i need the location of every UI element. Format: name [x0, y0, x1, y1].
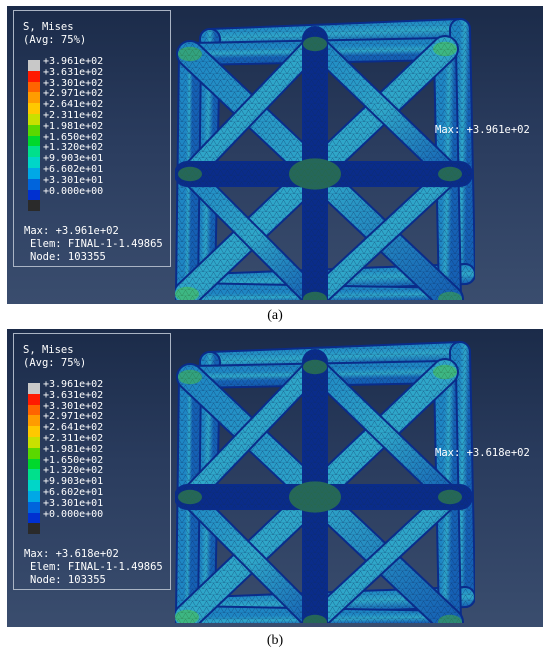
legend-value: +2.971e+02: [43, 411, 104, 423]
legend-value: +2.311e+02: [43, 109, 104, 121]
color-swatch: [28, 393, 40, 405]
legend-value: +3.301e+01: [43, 497, 104, 509]
max-location-label: Max: +3.618e+02: [435, 447, 530, 459]
color-swatch: [28, 167, 40, 179]
color-swatch: [28, 458, 40, 470]
legend-value: +3.631e+02: [43, 389, 104, 401]
color-swatch: [28, 436, 40, 448]
lattice-mesh-render: [175, 18, 475, 300]
color-swatch: [28, 178, 40, 190]
stress-legend: S, Mises (Avg: 75%) +3.961e+02 +3.631e+0…: [13, 10, 171, 267]
max-info: Max: +3.618e+02 Elem: FINAL-1-1.49865 No…: [24, 548, 163, 587]
legend-value: +3.301e+01: [43, 174, 104, 186]
max-location-label: Max: +3.961e+02: [435, 124, 530, 136]
legend-values: +3.961e+02 +3.631e+02 +3.301e+02 +2.971e…: [43, 56, 104, 197]
legend-value: +1.650e+02: [43, 131, 104, 143]
legend-value: +3.961e+02: [43, 379, 104, 390]
max-info: Max: +3.961e+02 Elem: FINAL-1-1.49865 No…: [24, 225, 163, 264]
color-swatch: [28, 490, 40, 502]
color-swatch: [28, 200, 40, 212]
fea-panel-a: S, Mises (Avg: 75%) +3.961e+02 +3.631e+0…: [7, 6, 543, 304]
color-swatch: [28, 426, 40, 437]
legend-value: +0.000e+00: [43, 508, 104, 520]
legend-value: +3.301e+02: [43, 77, 104, 89]
legend-value: +2.311e+02: [43, 432, 104, 444]
color-swatch: [28, 501, 40, 513]
legend-value: +1.981e+02: [43, 443, 104, 455]
color-swatch: [28, 103, 40, 114]
max-value-text: Max: +3.961e+02: [24, 225, 119, 237]
legend-value: +3.961e+02: [43, 56, 104, 67]
color-swatch: [28, 189, 40, 201]
node-text: Node: 103355: [30, 251, 106, 263]
color-swatch: [28, 415, 40, 427]
legend-value: +9.903e+01: [43, 476, 104, 488]
legend-value: +2.641e+02: [43, 422, 104, 434]
color-swatch: [28, 70, 40, 82]
color-swatch: [28, 480, 40, 491]
color-swatch: [28, 81, 40, 93]
color-swatch: [28, 146, 40, 158]
color-swatch: [28, 135, 40, 147]
color-swatch: [28, 404, 40, 416]
legend-title: S, Mises: [23, 21, 74, 33]
caption-a: (a): [267, 308, 283, 323]
element-text: Elem: FINAL-1-1.49865: [30, 561, 163, 573]
legend-subtitle: (Avg: 75%): [23, 357, 87, 369]
legend-value: +0.000e+00: [43, 185, 104, 197]
color-scale: [28, 383, 40, 535]
legend-value: +2.971e+02: [43, 88, 104, 100]
color-swatch: [28, 157, 40, 168]
legend-value: +1.320e+02: [43, 142, 104, 154]
legend-value: +3.631e+02: [43, 66, 104, 78]
element-text: Elem: FINAL-1-1.49865: [30, 238, 163, 250]
legend-value: +6.602e+01: [43, 486, 104, 498]
color-swatch: [28, 523, 40, 535]
legend-values: +3.961e+02 +3.631e+02 +3.301e+02 +2.971e…: [43, 379, 104, 520]
legend-value: +1.320e+02: [43, 465, 104, 477]
legend-subtitle: (Avg: 75%): [23, 34, 87, 46]
node-text: Node: 103355: [30, 574, 106, 586]
color-swatch: [28, 124, 40, 136]
legend-value: +1.650e+02: [43, 454, 104, 466]
legend-value: +3.301e+02: [43, 400, 104, 412]
caption-b: (b): [266, 633, 284, 648]
legend-title: S, Mises: [23, 344, 74, 356]
legend-value: +2.641e+02: [43, 99, 104, 111]
max-value-text: Max: +3.618e+02: [24, 548, 119, 560]
lattice-mesh-render: [175, 341, 475, 623]
color-swatch: [28, 113, 40, 125]
legend-value: +9.903e+01: [43, 153, 104, 165]
color-swatch: [28, 512, 40, 524]
color-swatch: [28, 469, 40, 481]
legend-value: +1.981e+02: [43, 120, 104, 132]
stress-legend: S, Mises (Avg: 75%) +3.961e+02 +3.631e+0…: [13, 333, 171, 590]
color-swatch: [28, 60, 40, 71]
legend-value: +6.602e+01: [43, 163, 104, 175]
color-swatch: [28, 92, 40, 104]
color-swatch: [28, 383, 40, 394]
color-swatch: [28, 447, 40, 459]
color-scale: [28, 60, 40, 212]
fea-panel-b: S, Mises (Avg: 75%) +3.961e+02 +3.631e+0…: [7, 329, 543, 627]
